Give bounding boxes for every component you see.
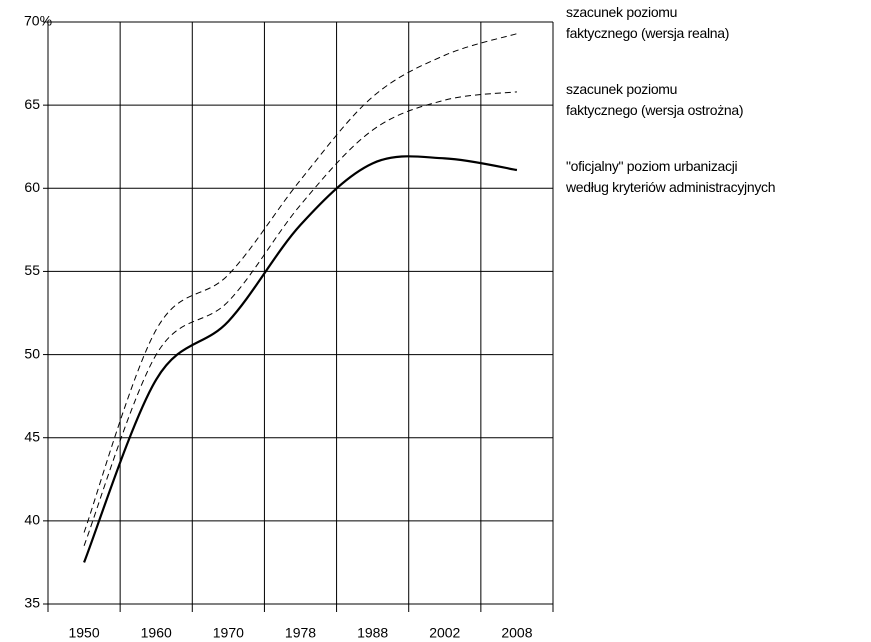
series-line: [83, 33, 518, 533]
y-tick-label: 65: [24, 96, 40, 112]
x-tick-label: 1950: [68, 625, 99, 641]
x-tick-label: 2002: [429, 625, 460, 641]
y-tick-label: 40: [24, 512, 40, 528]
y-tick-label: 55: [24, 262, 40, 278]
series-line: [83, 155, 518, 563]
y-tick-label: 70%: [24, 13, 52, 29]
y-tick-label: 50: [24, 345, 40, 361]
legend-entry: szacunek poziomu faktycznego (wersja ost…: [566, 81, 744, 118]
x-tick-label: 2008: [501, 625, 532, 641]
x-tick-label: 1970: [213, 625, 244, 641]
x-tick-label: 1960: [141, 625, 172, 641]
legend-entry: "oficjalny" poziom urbanizacji według kr…: [566, 158, 776, 195]
y-tick-label: 45: [24, 428, 40, 444]
y-tick-label: 35: [24, 595, 40, 611]
legend-entry: szacunek poziomu faktycznego (wersja rea…: [566, 4, 730, 41]
y-tick-label: 60: [24, 179, 40, 195]
series-line: [83, 91, 517, 546]
x-tick-label: 1978: [285, 625, 316, 641]
x-tick-label: 1988: [357, 625, 388, 641]
